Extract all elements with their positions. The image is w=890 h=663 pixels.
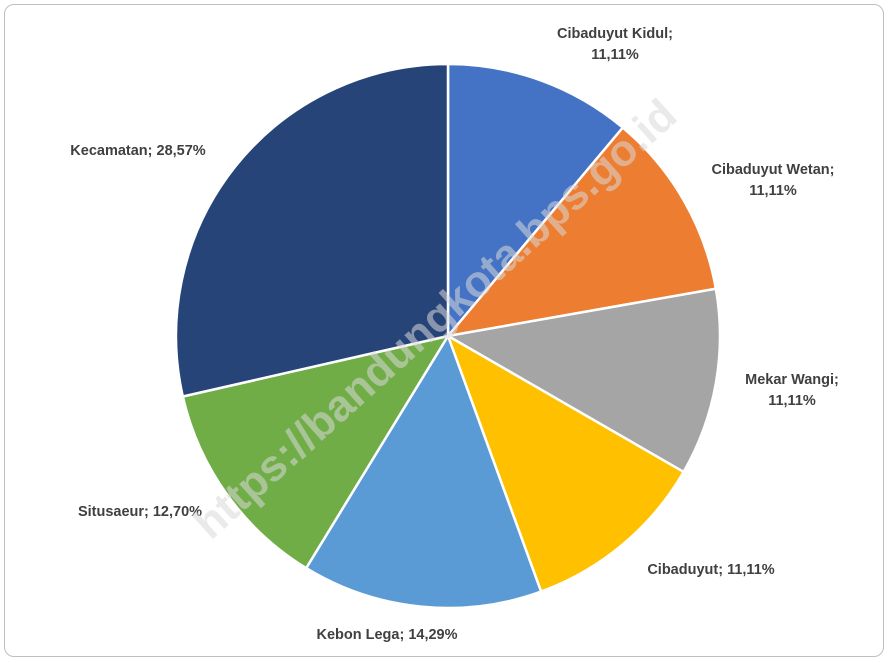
data-label-cibaduyut-wetan: Cibaduyut Wetan; 11,11% [712,162,835,199]
pie-slices [174,62,722,610]
data-label-kebon-lega: Kebon Lega; 14,29% [316,627,457,643]
data-label-situsaeur: Situsaeur; 12,70% [78,504,202,520]
pie-slice-cibaduyut-kidul [446,62,625,338]
data-label-mekar-wangi: Mekar Wangi; 11,11% [745,372,839,409]
pie-slice-kecamatan [174,62,450,398]
pie-slice-mekar-wangi [446,287,722,474]
data-label-cibaduyut: Cibaduyut; 11,11% [647,562,774,578]
data-label-cibaduyut-kidul: Cibaduyut Kidul; 11,11% [557,26,673,63]
pie-slice-cibaduyut-wetan [446,126,718,338]
data-label-kecamatan: Kecamatan; 28,57% [70,143,206,159]
pie-labels: Cibaduyut Kidul; 11,11% Cibaduyut Wetan; 11… [70,26,839,643]
pie-slice-cibaduyut [446,334,685,593]
pie-slice-kebon-lega [304,334,543,610]
pie-slice-situsaeur [181,334,450,570]
